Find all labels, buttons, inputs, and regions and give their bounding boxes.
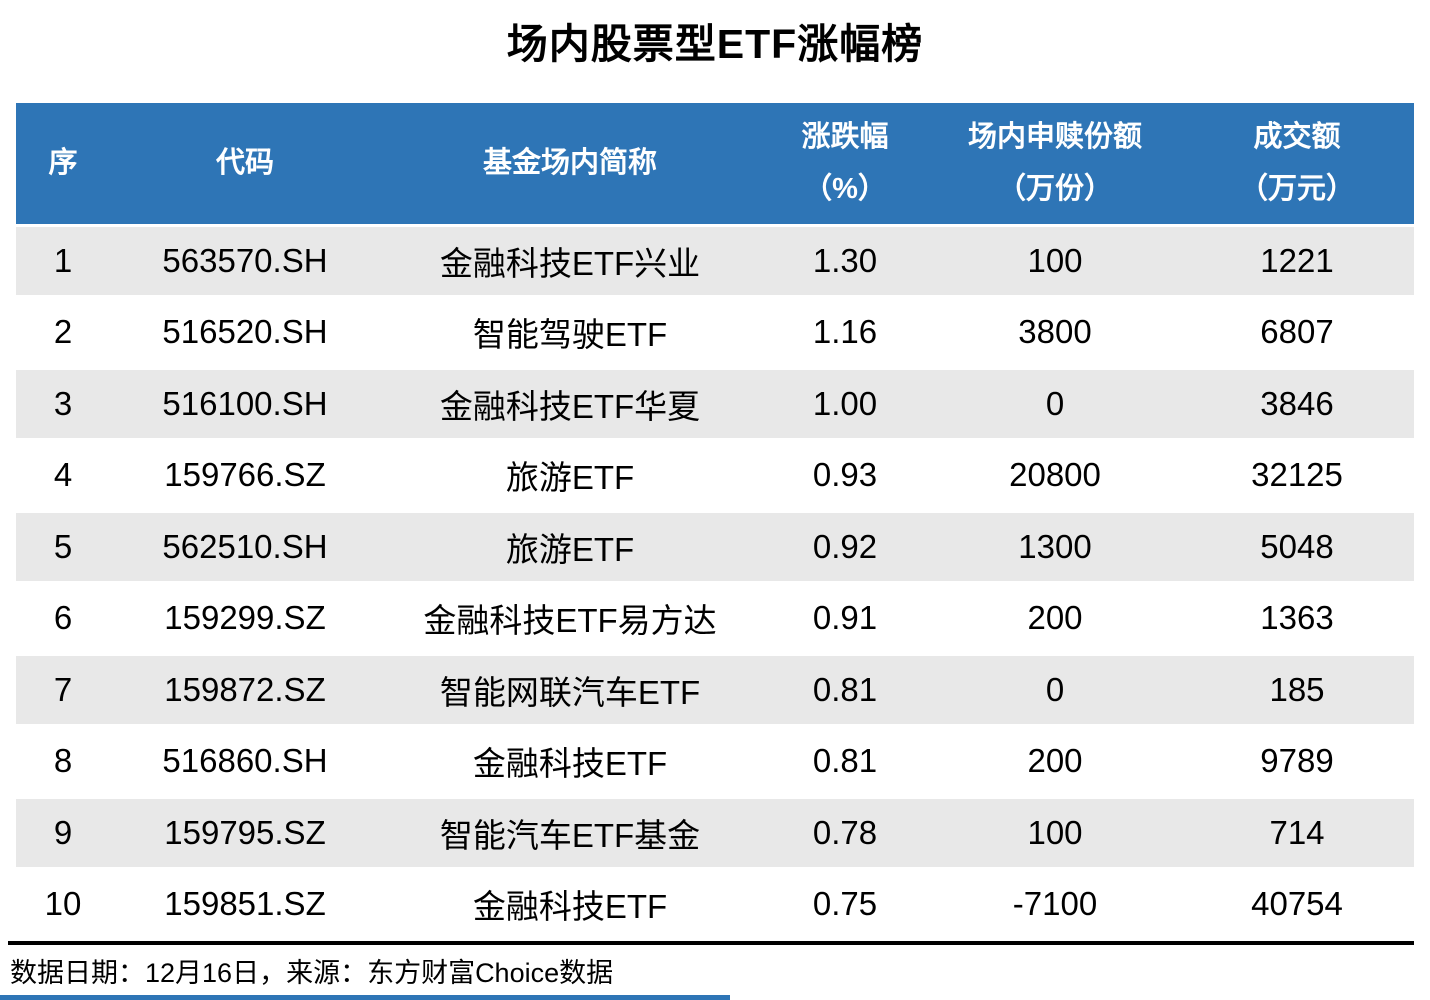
col-header-flow-label: 场内申赎份额: [967, 121, 1142, 154]
cell-change: 1.00: [760, 368, 930, 442]
cell-flow: 100: [930, 225, 1180, 299]
table-row: 9 159795.SZ 智能汽车ETF基金 0.78 100 714: [16, 797, 1414, 871]
cell-name: 金融科技ETF华夏: [380, 368, 760, 442]
header-row: 序 代码 基金场内简称 涨跌幅 （%） 场内申赎份额 （万份）: [16, 103, 1414, 227]
footer-note: 数据日期：12月16日，来源：东方财富Choice数据: [10, 958, 614, 988]
cell-code: 516860.SH: [110, 725, 380, 799]
col-header-change-label: 涨跌幅: [801, 121, 889, 154]
etf-ranking-table: 序 代码 基金场内简称 涨跌幅 （%） 场内申赎份额 （万份）: [16, 103, 1414, 942]
cell-name: 旅游ETF: [380, 439, 760, 513]
col-header-change: 涨跌幅 （%）: [760, 103, 930, 227]
table-row: 7 159872.SZ 智能网联汽车ETF 0.81 0 185: [16, 654, 1414, 728]
cell-change: 0.92: [760, 511, 930, 585]
cell-rank: 2: [16, 296, 110, 370]
cell-code: 159766.SZ: [110, 439, 380, 513]
cell-code: 516100.SH: [110, 368, 380, 442]
footer-divider: [8, 941, 1414, 945]
col-header-rank: 序: [16, 103, 110, 227]
table-row: 6 159299.SZ 金融科技ETF易方达 0.91 200 1363: [16, 582, 1414, 656]
cell-rank: 6: [16, 582, 110, 656]
cell-name: 金融科技ETF易方达: [380, 582, 760, 656]
table-row: 10 159851.SZ 金融科技ETF 0.75 -7100 40754: [16, 868, 1414, 942]
cell-rank: 3: [16, 368, 110, 442]
cell-flow: 100: [930, 797, 1180, 871]
cell-change: 1.30: [760, 225, 930, 299]
cell-turnover: 1363: [1180, 582, 1414, 656]
cell-turnover: 1221: [1180, 225, 1414, 299]
bottom-accent-line: [0, 995, 730, 1000]
table-row: 2 516520.SH 智能驾驶ETF 1.16 3800 6807: [16, 296, 1414, 370]
cell-name: 金融科技ETF兴业: [380, 225, 760, 299]
col-header-turnover-label: 成交额: [1253, 121, 1341, 154]
cell-rank: 8: [16, 725, 110, 799]
etf-ranking-table-wrap: 序 代码 基金场内简称 涨跌幅 （%） 场内申赎份额 （万份）: [16, 103, 1414, 942]
cell-flow: 0: [930, 368, 1180, 442]
col-header-name: 基金场内简称: [380, 103, 760, 227]
cell-rank: 10: [16, 868, 110, 942]
cell-flow: 0: [930, 654, 1180, 728]
cell-change: 0.91: [760, 582, 930, 656]
cell-flow: -7100: [930, 868, 1180, 942]
cell-flow: 200: [930, 725, 1180, 799]
col-header-flow-unit: （万份）: [996, 173, 1113, 206]
col-header-name-label: 基金场内简称: [482, 147, 657, 180]
cell-rank: 4: [16, 439, 110, 513]
cell-code: 516520.SH: [110, 296, 380, 370]
col-header-turnover: 成交额 （万元）: [1180, 103, 1414, 227]
cell-code: 159851.SZ: [110, 868, 380, 942]
cell-code: 563570.SH: [110, 225, 380, 299]
col-header-code-label: 代码: [215, 147, 274, 180]
cell-name: 智能汽车ETF基金: [380, 797, 760, 871]
page-title: 场内股票型ETF涨幅榜: [506, 21, 924, 67]
col-header-rank-label: 序: [48, 147, 78, 180]
table-row: 1 563570.SH 金融科技ETF兴业 1.30 100 1221: [16, 225, 1414, 299]
col-header-code: 代码: [110, 103, 380, 227]
cell-flow: 20800: [930, 439, 1180, 513]
col-header-change-unit: （%）: [803, 173, 887, 206]
cell-turnover: 32125: [1180, 439, 1414, 513]
table-row: 5 562510.SH 旅游ETF 0.92 1300 5048: [16, 511, 1414, 585]
cell-rank: 5: [16, 511, 110, 585]
cell-change: 0.78: [760, 797, 930, 871]
cell-change: 0.93: [760, 439, 930, 513]
cell-name: 金融科技ETF: [380, 868, 760, 942]
col-header-flow: 场内申赎份额 （万份）: [930, 103, 1180, 227]
table-body: 1 563570.SH 金融科技ETF兴业 1.30 100 1221 2 516520.SH…: [16, 225, 1414, 942]
cell-rank: 9: [16, 797, 110, 871]
cell-turnover: 9789: [1180, 725, 1414, 799]
cell-turnover: 3846: [1180, 368, 1414, 442]
cell-change: 0.81: [760, 654, 930, 728]
col-header-turnover-unit: （万元）: [1238, 173, 1355, 206]
cell-turnover: 40754: [1180, 868, 1414, 942]
cell-turnover: 714: [1180, 797, 1414, 871]
cell-change: 1.16: [760, 296, 930, 370]
table-row: 3 516100.SH 金融科技ETF华夏 1.00 0 3846: [16, 368, 1414, 442]
table-row: 8 516860.SH 金融科技ETF 0.81 200 9789: [16, 725, 1414, 799]
cell-name: 智能网联汽车ETF: [380, 654, 760, 728]
cell-rank: 1: [16, 225, 110, 299]
cell-code: 159299.SZ: [110, 582, 380, 656]
cell-code: 562510.SH: [110, 511, 380, 585]
cell-code: 159795.SZ: [110, 797, 380, 871]
cell-name: 智能驾驶ETF: [380, 296, 760, 370]
cell-turnover: 6807: [1180, 296, 1414, 370]
cell-flow: 200: [930, 582, 1180, 656]
cell-flow: 1300: [930, 511, 1180, 585]
cell-turnover: 5048: [1180, 511, 1414, 585]
cell-rank: 7: [16, 654, 110, 728]
cell-name: 旅游ETF: [380, 511, 760, 585]
table-row: 4 159766.SZ 旅游ETF 0.93 20800 32125: [16, 439, 1414, 513]
cell-code: 159872.SZ: [110, 654, 380, 728]
cell-turnover: 185: [1180, 654, 1414, 728]
cell-change: 0.81: [760, 725, 930, 799]
cell-flow: 3800: [930, 296, 1180, 370]
cell-name: 金融科技ETF: [380, 725, 760, 799]
cell-change: 0.75: [760, 868, 930, 942]
